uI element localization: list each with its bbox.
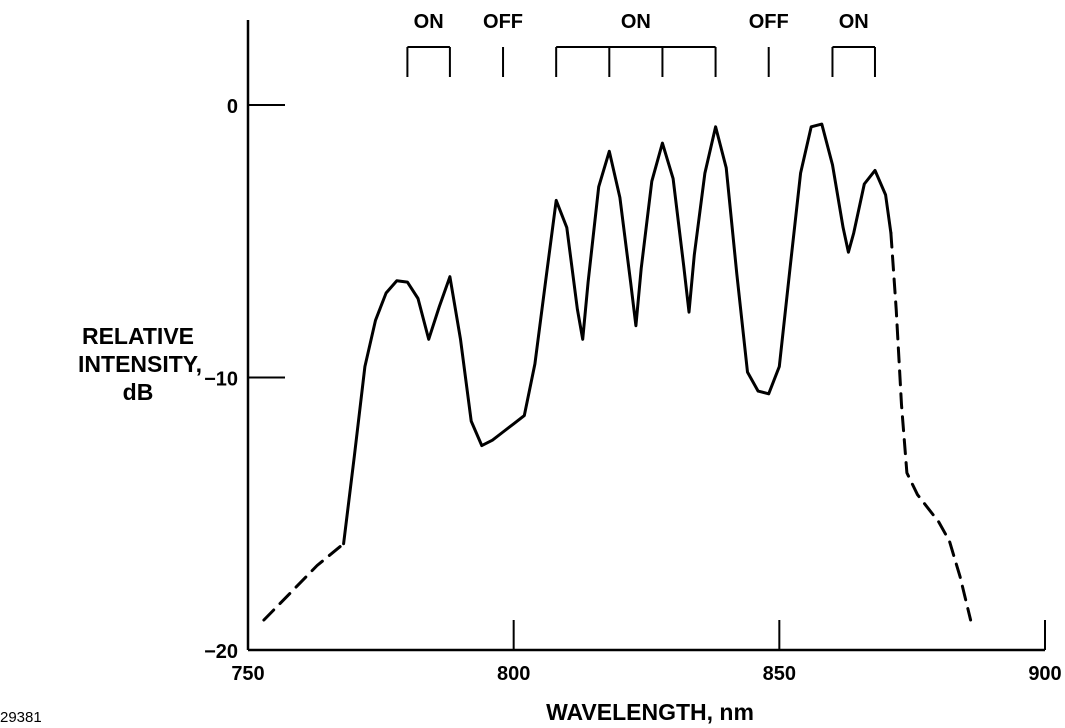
x-tick-label-850: 850	[763, 663, 796, 685]
channel-markers: ON OFF ON OFF ON	[406, 11, 876, 77]
series-layer	[262, 122, 973, 622]
channel-marker-4: ON	[831, 11, 876, 77]
spectrum-segment-2	[889, 231, 973, 622]
spectrum-segment-1	[342, 122, 893, 546]
y-axis-title-line-2: INTENSITY,	[78, 351, 202, 377]
y-axis-title: RELATIVE INTENSITY, dB	[78, 323, 202, 405]
x-tick-label-800: 800	[497, 663, 530, 685]
x-tick-label-900: 900	[1028, 663, 1061, 685]
channel-marker-label: ON	[621, 11, 651, 33]
channel-marker-label: ON	[839, 11, 869, 33]
y-axis-ticks: −20 −10 0	[204, 96, 285, 663]
channel-marker-2: ON	[555, 11, 717, 77]
y-axis-title-line-1: RELATIVE	[82, 323, 194, 349]
channel-marker-label: OFF	[483, 11, 523, 33]
figure-id: 29381	[0, 709, 42, 726]
plot-axes	[246, 20, 1045, 652]
x-axis-ticks: 750 800 850 900	[231, 620, 1062, 685]
y-tick-label--20: −20	[204, 641, 238, 663]
x-tick-label-750: 750	[231, 663, 264, 685]
channel-marker-0: ON	[406, 11, 451, 77]
spectrum-segment-0	[262, 542, 346, 622]
channel-marker-label: OFF	[749, 11, 789, 33]
channel-marker-label: ON	[414, 11, 444, 33]
y-tick-label-0: 0	[227, 96, 238, 118]
channel-marker-3: OFF	[749, 11, 789, 77]
y-tick-label--10: −10	[204, 369, 238, 391]
y-axis-title-line-3: dB	[123, 379, 154, 405]
x-axis-title: WAVELENGTH, nm	[546, 699, 754, 725]
channel-marker-1: OFF	[483, 11, 523, 77]
